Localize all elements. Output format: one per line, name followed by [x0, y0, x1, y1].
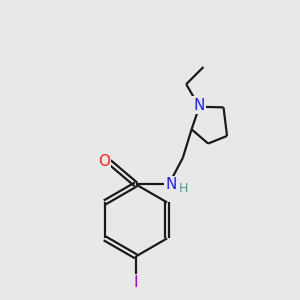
Text: N: N [166, 177, 177, 192]
Text: N: N [194, 98, 205, 113]
Text: I: I [134, 275, 138, 290]
Text: H: H [179, 182, 188, 195]
Text: O: O [98, 154, 110, 169]
